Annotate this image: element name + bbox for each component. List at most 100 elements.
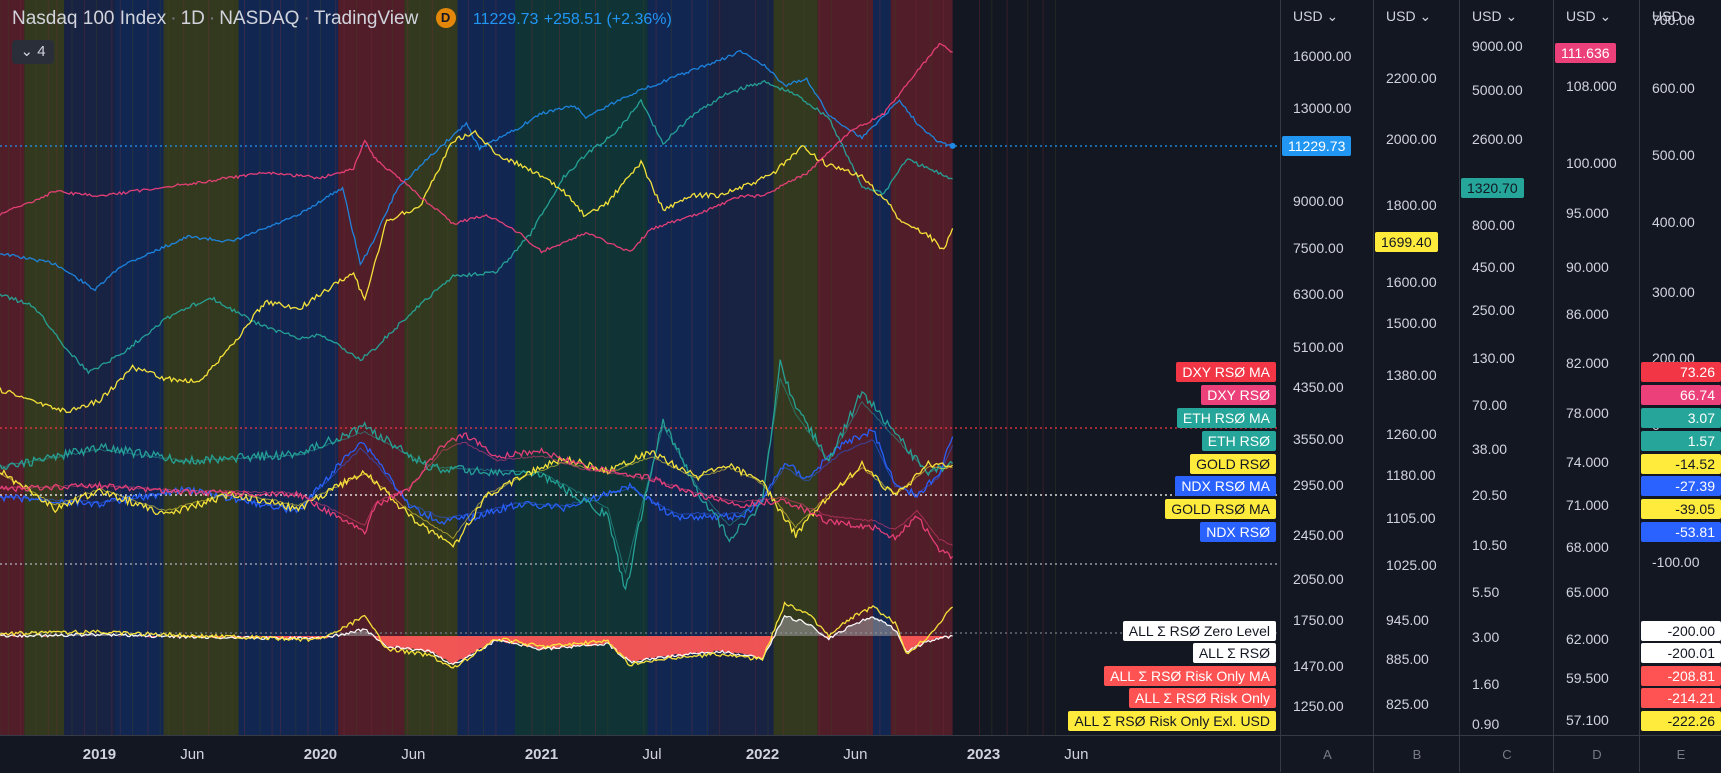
- currency-selector[interactable]: USD ⌄: [1293, 8, 1339, 24]
- legend-label[interactable]: ALL Σ RSØ Zero Level: [1122, 621, 1276, 641]
- price-tick-label: 945.00: [1386, 612, 1429, 628]
- price-tick-label: 38.00: [1472, 441, 1508, 457]
- legend-label[interactable]: ALL Σ RSØ Risk Only Exl. USD: [1068, 711, 1276, 731]
- price-tick-label: 1.60: [1472, 676, 1500, 692]
- price-tick-label: 100.000: [1566, 155, 1617, 171]
- delayed-badge-icon[interactable]: D: [435, 8, 456, 28]
- legend-value-tag: -39.05: [1641, 499, 1721, 519]
- price-tick-label: 1470.00: [1293, 658, 1344, 674]
- scale-id-label[interactable]: A: [1281, 735, 1374, 773]
- scale-id-label[interactable]: C: [1460, 735, 1554, 773]
- legend-label[interactable]: ALL Σ RSØ Risk Only: [1129, 688, 1276, 708]
- currency-selector[interactable]: USD ⌄: [1472, 8, 1518, 24]
- price-tick-label: 3.00: [1472, 629, 1500, 645]
- series-ma-gold-rs-: [0, 456, 953, 540]
- price-tick-label: 1800.00: [1386, 197, 1437, 213]
- legend-label[interactable]: DXY RSØ MA: [1176, 362, 1276, 382]
- price-tick-label: 1025.00: [1386, 557, 1437, 573]
- regime-band: [238, 0, 339, 735]
- legend-label[interactable]: DXY RSØ: [1201, 385, 1276, 405]
- price-tick-label: 65.000: [1566, 584, 1609, 600]
- legend-label[interactable]: GOLD RSØ MA: [1165, 499, 1276, 519]
- price-tick-label: 1750.00: [1293, 612, 1344, 628]
- legend-value-tag: 66.74: [1641, 385, 1721, 405]
- price-tick-label: 95.000: [1566, 205, 1609, 221]
- last-value-tag: 1699.40: [1375, 232, 1438, 252]
- price-tick-label: 108.000: [1566, 78, 1617, 94]
- legend-value-tag: -208.81: [1641, 666, 1721, 686]
- series-line-gold-rs-: [0, 450, 953, 549]
- regime-band: [890, 0, 953, 735]
- price-tick-label: 1250.00: [1293, 698, 1344, 714]
- price-tick-label: 130.00: [1472, 350, 1515, 366]
- last-value-tag: 1320.70: [1461, 178, 1524, 198]
- interval[interactable]: 1D: [180, 8, 205, 29]
- chart-plot-area[interactable]: Nasdaq 100 Index · 1D · NASDAQ · TradingView D…: [0, 0, 1280, 735]
- price-tick-label: -100.00: [1652, 554, 1700, 570]
- regime-band: [163, 0, 239, 735]
- regime-band: [873, 0, 891, 735]
- price-tick-label: 16000.00: [1293, 48, 1352, 64]
- price-scale-c[interactable]: USD ⌄ 9000.00 5000.00 2600.00 800.00 450.00 25…: [1459, 0, 1554, 772]
- legend-label[interactable]: ETH RSØ: [1201, 431, 1276, 451]
- scale-id-label[interactable]: D: [1554, 735, 1640, 773]
- regime-band: [338, 0, 405, 735]
- price-tick-label: 57.100: [1566, 712, 1609, 728]
- legend-label[interactable]: ALL Σ RSØ: [1192, 643, 1276, 663]
- legend-label[interactable]: GOLD RSØ: [1190, 454, 1276, 474]
- scale-id-label[interactable]: E: [1640, 735, 1721, 773]
- scale-id-label[interactable]: B: [1374, 735, 1460, 773]
- price-tick-label: 1380.00: [1386, 367, 1437, 383]
- chart-header: Nasdaq 100 Index · 1D · NASDAQ · TradingView D…: [12, 8, 672, 29]
- legend-label[interactable]: NDX RSØ: [1200, 522, 1276, 542]
- price-tick-label: 5000.00: [1472, 82, 1523, 98]
- series-line-eth: [0, 80, 953, 375]
- price-tick-label: 82.000: [1566, 355, 1609, 371]
- legend-value-tag: -27.39: [1641, 476, 1721, 496]
- price-scale-d[interactable]: USD ⌄ 108.000 100.000 95.000 90.000 86.000 82.…: [1553, 0, 1640, 772]
- price-tick-label: 9000.00: [1472, 38, 1523, 54]
- legend-value-tag: 73.26: [1641, 362, 1721, 382]
- source: TradingView: [313, 8, 419, 29]
- chart-canvas[interactable]: [0, 0, 1280, 735]
- price-scale-e[interactable]: USD ⌄ 700.00 600.00 500.00 400.00 300.00 200.0…: [1639, 0, 1721, 772]
- currency-selector[interactable]: USD ⌄: [1566, 8, 1612, 24]
- price-tick-label: 70.00: [1472, 397, 1508, 413]
- price-scale-a[interactable]: USD ⌄ 16000.00 13000.00 9000.00 7500.00 6300.…: [1280, 0, 1374, 772]
- price-tick-label: 1600.00: [1386, 274, 1437, 290]
- last-price: 11229.73: [472, 11, 539, 28]
- legend-label[interactable]: NDX RSØ MA: [1175, 476, 1276, 496]
- regime-band: [404, 0, 443, 735]
- price-tick-label: 600.00: [1652, 80, 1695, 96]
- currency-selector[interactable]: USD ⌄: [1386, 8, 1432, 24]
- indicator-count: 4: [37, 43, 46, 60]
- price-tick-label: 78.000: [1566, 405, 1609, 421]
- time-axis[interactable]: 2019 Jun 2020 Jun 2021 Jul 2022 Jun 2023 Jun: [0, 735, 1280, 773]
- series-ma-eth-rs-: [0, 377, 953, 575]
- regime-stripes: [0, 0, 1056, 735]
- price-tick-label: 1260.00: [1386, 426, 1437, 442]
- price-tick-label: 250.00: [1472, 302, 1515, 318]
- legend-value-tag: -200.00: [1641, 621, 1721, 641]
- price-tick-label: 825.00: [1386, 696, 1429, 712]
- price-tick-label: 68.000: [1566, 539, 1609, 555]
- price-tick-label: 1105.00: [1386, 510, 1436, 526]
- time-tick-label: 2022: [745, 746, 780, 763]
- price-tick-label: 2200.00: [1386, 70, 1437, 86]
- series-line-eth-rs-: [0, 359, 954, 591]
- symbol-name[interactable]: Nasdaq 100 Index: [12, 8, 167, 29]
- regime-band: [514, 0, 648, 735]
- regime-band: [24, 0, 65, 735]
- chevron-down-icon: ⌄: [20, 43, 34, 60]
- price-tick-label: 2050.00: [1293, 571, 1344, 587]
- price-scale-b[interactable]: USD ⌄ 2200.00 2000.00 1800.00 1600.00 1500.00…: [1373, 0, 1460, 772]
- legend-value-tag: -53.81: [1641, 522, 1721, 542]
- indicators-collapse-button[interactable]: ⌄ 4: [12, 40, 54, 64]
- price-tick-label: 5.50: [1472, 584, 1500, 600]
- time-tick-label: Jun: [180, 746, 205, 763]
- legend-label[interactable]: ETH RSØ MA: [1176, 408, 1276, 428]
- currency-selector[interactable]: USD ⌄: [1652, 8, 1698, 24]
- price-tick-label: 700.00: [1652, 12, 1695, 28]
- legend-label[interactable]: ALL Σ RSØ Risk Only MA: [1104, 666, 1276, 686]
- price-tick-label: 6300.00: [1293, 286, 1344, 302]
